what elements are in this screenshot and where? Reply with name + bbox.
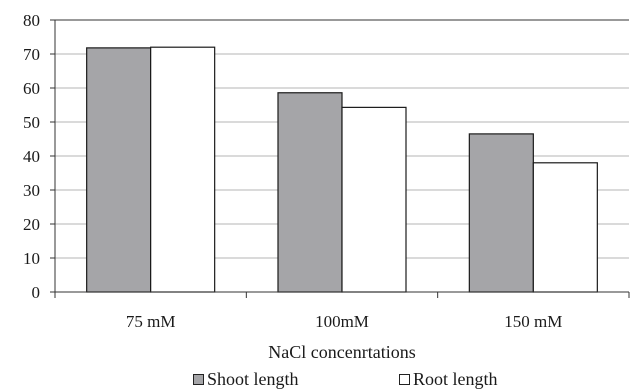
bar-root-length — [150, 46, 216, 293]
axes — [50, 19, 630, 298]
legend-swatch-root — [399, 373, 410, 385]
legend: Shoot length Root length — [0, 368, 631, 390]
bar-root-length — [341, 106, 407, 293]
bars — [86, 46, 598, 293]
legend-label-shoot: Shoot length — [207, 368, 299, 389]
bar-shoot-length — [277, 92, 343, 293]
legend-label-root: Root length — [413, 368, 498, 389]
y-tick-label: 0 — [32, 283, 41, 302]
y-tick-label: 10 — [23, 249, 40, 268]
x-tick-label: 75 mM — [126, 312, 176, 331]
y-tick-labels: 0 10 20 30 40 50 60 70 80 — [23, 11, 40, 302]
y-tick-label: 70 — [23, 45, 40, 64]
x-tick-label: 100mM — [315, 312, 369, 331]
x-axis-title: NaCl concenrtations — [268, 342, 415, 362]
legend-item-shoot-length: Shoot length — [193, 368, 299, 390]
x-tick-labels: 75 mM 100mM 150 mM — [126, 312, 563, 331]
bar-shoot-length — [86, 47, 152, 293]
bar-root-length — [532, 162, 598, 293]
y-tick-label: 20 — [23, 215, 40, 234]
y-tick-label: 40 — [23, 147, 40, 166]
legend-item-root-length: Root length — [399, 368, 498, 390]
x-tick-label: 150 mM — [504, 312, 562, 331]
y-tick-label: 60 — [23, 79, 40, 98]
y-tick-label: 50 — [23, 113, 40, 132]
y-tick-label: 80 — [23, 11, 40, 30]
bar-shoot-length — [468, 133, 534, 293]
legend-swatch-shoot — [193, 373, 204, 385]
y-tick-label: 30 — [23, 181, 40, 200]
